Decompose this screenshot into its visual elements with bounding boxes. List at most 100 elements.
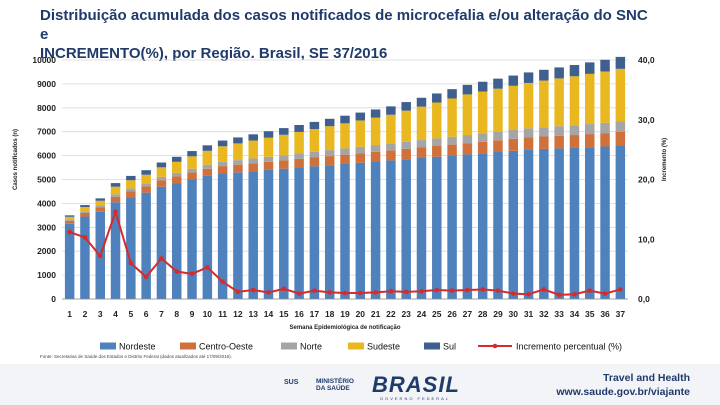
legend-label-nordeste: Nordeste <box>119 342 156 352</box>
y-tick-label: 7000 <box>37 127 56 137</box>
bar-nordeste-se-27 <box>462 154 473 299</box>
bar-centro-oeste-se-18 <box>324 156 335 166</box>
bar-centro-oeste-se-31 <box>523 137 534 150</box>
bar-sudeste-se-18 <box>324 126 335 151</box>
x-tick-label: 12 <box>233 309 243 319</box>
increment-point-se-18 <box>327 290 333 295</box>
x-tick-label: 35 <box>585 309 595 319</box>
increment-point-se-23 <box>403 289 409 295</box>
bar-sul-se-7 <box>156 162 167 168</box>
brand-title: Travel and Health <box>603 372 690 384</box>
bar-sul-se-8 <box>171 156 182 162</box>
bar-nordeste-se-24 <box>416 157 427 299</box>
bar-sul-se-34 <box>569 65 580 77</box>
increment-point-se-12 <box>235 289 241 295</box>
legend-swatch-sul <box>424 342 440 350</box>
bar-nordeste-se-16 <box>294 167 304 299</box>
brasil-logo: BRASIL <box>372 372 460 397</box>
bar-centro-oeste-se-9 <box>187 172 197 180</box>
legend-label-increment: Incremento percentual (%) <box>516 342 622 352</box>
increment-point-se-26 <box>449 288 455 293</box>
bar-centro-oeste-se-23 <box>401 148 411 160</box>
bar-nordeste-se-37 <box>615 145 626 299</box>
bar-sul-se-37 <box>615 56 626 69</box>
x-tick-label: 28 <box>478 309 488 319</box>
y2-tick-label: 20,0 <box>638 175 655 185</box>
bar-sul-se-13 <box>248 134 258 141</box>
legend-swatch-norte <box>281 342 297 350</box>
increment-point-se-9 <box>189 271 195 277</box>
increment-point-se-16 <box>296 291 302 296</box>
x-tick-label: 33 <box>554 309 564 319</box>
increment-point-se-11 <box>220 279 225 284</box>
y-tick-label: 4000 <box>37 198 56 208</box>
brand-block: Travel and Health www.saude.gov.br/viaja… <box>556 371 690 399</box>
increment-point-se-22 <box>388 288 394 294</box>
bar-sudeste-se-13 <box>248 140 258 159</box>
legend-label-sudeste: Sudeste <box>367 342 400 352</box>
y-tick-label: 0 <box>51 294 56 304</box>
bar-sul-se-19 <box>340 115 350 124</box>
legend-label-sul: Sul <box>443 342 456 352</box>
bar-sudeste-se-19 <box>340 123 350 149</box>
bar-nordeste-se-33 <box>554 148 564 299</box>
bar-nordeste-se-6 <box>141 192 151 299</box>
x-tick-label: 16 <box>294 309 304 319</box>
bar-norte-se-11 <box>217 161 228 167</box>
bar-sul-se-36 <box>600 59 610 72</box>
ministerio-line-1: MINISTÉRIO <box>316 378 354 385</box>
increment-point-se-19 <box>342 290 348 296</box>
bar-centro-oeste-se-37 <box>615 131 626 146</box>
x-tick-label: 29 <box>493 309 503 319</box>
x-tick-label: 30 <box>509 309 519 319</box>
bar-nordeste-se-14 <box>263 169 274 299</box>
bar-norte-se-12 <box>233 160 243 165</box>
bar-sudeste-se-21 <box>370 117 381 146</box>
bar-norte-se-7 <box>156 176 167 181</box>
bar-nordeste-se-36 <box>600 146 610 299</box>
bar-centro-oeste-se-10 <box>202 168 213 176</box>
increment-point-se-27 <box>465 287 470 293</box>
chart-title-line-1: Distribuição acumulada dos casos notific… <box>40 7 648 43</box>
bar-sudeste-se-23 <box>401 110 411 142</box>
bar-sul-se-12 <box>233 137 243 144</box>
bar-norte-se-3 <box>95 205 105 208</box>
bar-nordeste-se-21 <box>370 161 381 299</box>
increment-point-se-5 <box>128 260 134 266</box>
bar-norte-se-24 <box>416 140 427 148</box>
bar-sul-se-28 <box>477 81 488 92</box>
bar-sul-se-15 <box>279 128 289 135</box>
bar-centro-oeste-se-21 <box>370 151 381 162</box>
bar-centro-oeste-se-13 <box>248 163 258 172</box>
increment-point-se-35 <box>587 288 593 293</box>
brand-url[interactable]: www.saude.gov.br/viajante <box>556 386 690 398</box>
bar-norte-se-27 <box>462 135 473 144</box>
bar-norte-se-33 <box>554 126 564 136</box>
bar-sudeste-se-37 <box>615 68 626 122</box>
increment-point-se-17 <box>312 288 317 293</box>
bar-sul-se-10 <box>202 145 213 151</box>
y2-tick-label: 30,0 <box>638 115 655 125</box>
source-note: Fonte: Secretarias de Saúde dos Estados … <box>40 354 232 359</box>
x-tick-label: 6 <box>144 309 149 319</box>
bar-sudeste-se-28 <box>477 91 488 134</box>
bar-norte-se-14 <box>263 156 274 162</box>
chart-title: Distribuição acumulada dos casos notific… <box>40 6 660 63</box>
bar-sudeste-se-30 <box>508 85 519 131</box>
legend: Nordeste Centro-Oeste Norte Sudeste Sul Incre… <box>100 342 622 352</box>
bar-norte-se-5 <box>126 188 136 192</box>
legend-swatch-increment-marker <box>492 343 498 349</box>
increment-line <box>67 208 623 298</box>
increment-point-se-32 <box>541 287 547 292</box>
bar-centro-oeste-se-20 <box>355 153 366 163</box>
bar-sul-se-17 <box>309 121 320 130</box>
bar-centro-oeste-se-11 <box>217 166 228 174</box>
y-tick-label: 2000 <box>37 246 56 256</box>
bar-sudeste-se-17 <box>309 129 320 152</box>
bar-sul-se-16 <box>294 125 304 132</box>
y2-tick-label: 40,0 <box>638 55 655 65</box>
x-tick-label: 2 <box>83 309 88 319</box>
bar-nordeste-se-15 <box>279 168 289 299</box>
